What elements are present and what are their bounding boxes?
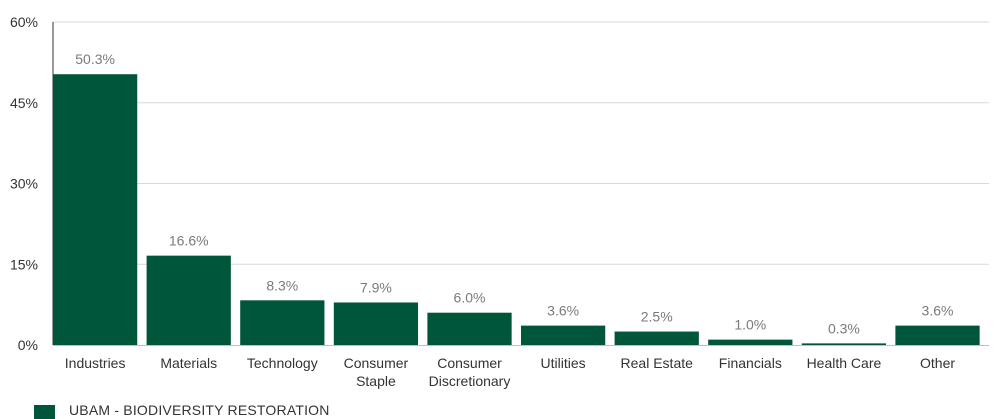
x-tick-label: Other [920,355,955,371]
data-label: 0.3% [828,320,860,336]
bar [521,325,606,345]
data-label: 16.6% [169,233,209,249]
bar [801,343,887,345]
x-tick-label: Industries [65,355,126,371]
x-tick-label: Real Estate [621,355,694,371]
bar-chart: 0% 15% 30% 45% 60% 50.3% Industries 16.6% Materi… [10,14,989,389]
y-tick-label: 0% [18,337,38,353]
data-label: 6.0% [454,290,486,306]
legend-label: UBAM - BIODIVERSITY RESTORATION [69,402,330,418]
y-tick-label: 30% [10,176,38,192]
x-tick-label: Discretionary [429,373,511,389]
x-tick-label: Consumer [437,355,502,371]
bar [53,74,138,346]
legend: UBAM - BIODIVERSITY RESTORATION [34,402,330,419]
data-label: 8.3% [266,277,298,293]
x-tick-label: Staple [356,373,396,389]
x-tick-label: Consumer [344,355,409,371]
data-label: 3.6% [922,303,954,319]
bar [614,331,699,345]
bar [333,302,419,345]
y-tick-label: 45% [10,95,38,111]
legend-swatch [34,405,55,419]
bar [240,300,325,345]
y-tick-label: 15% [10,256,38,272]
data-label: 7.9% [360,279,392,295]
x-tick-label: Health Care [807,355,882,371]
bar [895,325,980,345]
x-tick-label: Financials [719,355,782,371]
x-tick-label: Utilities [541,355,586,371]
y-tick-label: 60% [10,14,38,30]
data-label: 3.6% [547,303,579,319]
data-label: 2.5% [641,309,673,325]
bar [427,312,512,345]
bar [146,255,231,345]
bar [708,339,793,345]
data-label: 50.3% [75,51,115,67]
x-tick-label: Technology [247,355,318,371]
x-tick-label: Materials [160,355,217,371]
data-label: 1.0% [734,317,766,333]
